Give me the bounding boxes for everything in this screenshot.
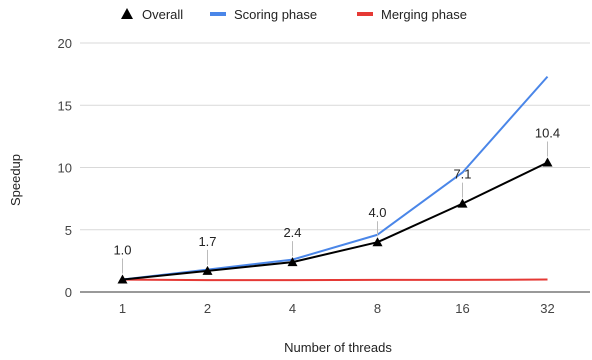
series-line-merging-phase — [122, 278, 548, 282]
overall-point — [457, 198, 468, 208]
overall-point — [287, 257, 298, 267]
x-tick-label: 32 — [540, 301, 554, 316]
x-tick-label: 4 — [289, 301, 296, 316]
data-labels: 1.0 1.7 2.4 4.0 7.1 10.4 — [113, 126, 560, 274]
y-tick-label: 0 — [65, 285, 72, 300]
legend-item-scoring-phase: Scoring phase — [210, 7, 317, 22]
y-tick-label: 15 — [58, 98, 72, 113]
legend-swatch-scoring-phase — [210, 12, 226, 16]
legend-swatch-merging-phase — [357, 12, 373, 16]
y-axis-title: Speedup — [8, 154, 23, 206]
gridlines — [80, 42, 590, 293]
overall-data-label: 1.0 — [113, 243, 131, 258]
legend: Overall Scoring phase Merging phase — [121, 7, 467, 22]
y-tick-label: 20 — [58, 36, 72, 51]
x-axis-title: Number of threads — [284, 340, 392, 355]
x-tick-label: 1 — [119, 301, 126, 316]
x-tick-label: 2 — [204, 301, 211, 316]
x-tick-label: 8 — [374, 301, 381, 316]
overall-point — [202, 265, 213, 275]
series-line-overall — [122, 161, 548, 281]
overall-data-label: 4.0 — [368, 205, 386, 220]
x-axis-ticks: 1 2 4 8 16 32 — [119, 301, 555, 316]
y-tick-label: 5 — [65, 223, 72, 238]
overall-data-label: 7.1 — [453, 167, 471, 182]
legend-label-overall: Overall — [142, 7, 183, 22]
overall-data-label: 1.7 — [198, 234, 216, 249]
overall-point — [372, 237, 383, 247]
x-tick-label: 16 — [455, 301, 469, 316]
series-lines — [122, 75, 549, 282]
overall-data-label: 2.4 — [283, 225, 301, 240]
overall-markers — [117, 157, 553, 284]
overall-point — [117, 274, 128, 284]
overall-data-label: 10.4 — [535, 126, 560, 141]
y-axis-ticks: 0 5 10 15 20 — [58, 36, 72, 300]
series-line-scoring-phase — [122, 75, 549, 281]
legend-item-merging-phase: Merging phase — [357, 7, 467, 22]
y-tick-label: 10 — [58, 161, 72, 176]
legend-label-scoring-phase: Scoring phase — [234, 7, 317, 22]
legend-marker-overall — [121, 8, 133, 19]
legend-item-overall: Overall — [121, 7, 183, 22]
legend-label-merging-phase: Merging phase — [381, 7, 467, 22]
overall-point — [542, 157, 553, 167]
